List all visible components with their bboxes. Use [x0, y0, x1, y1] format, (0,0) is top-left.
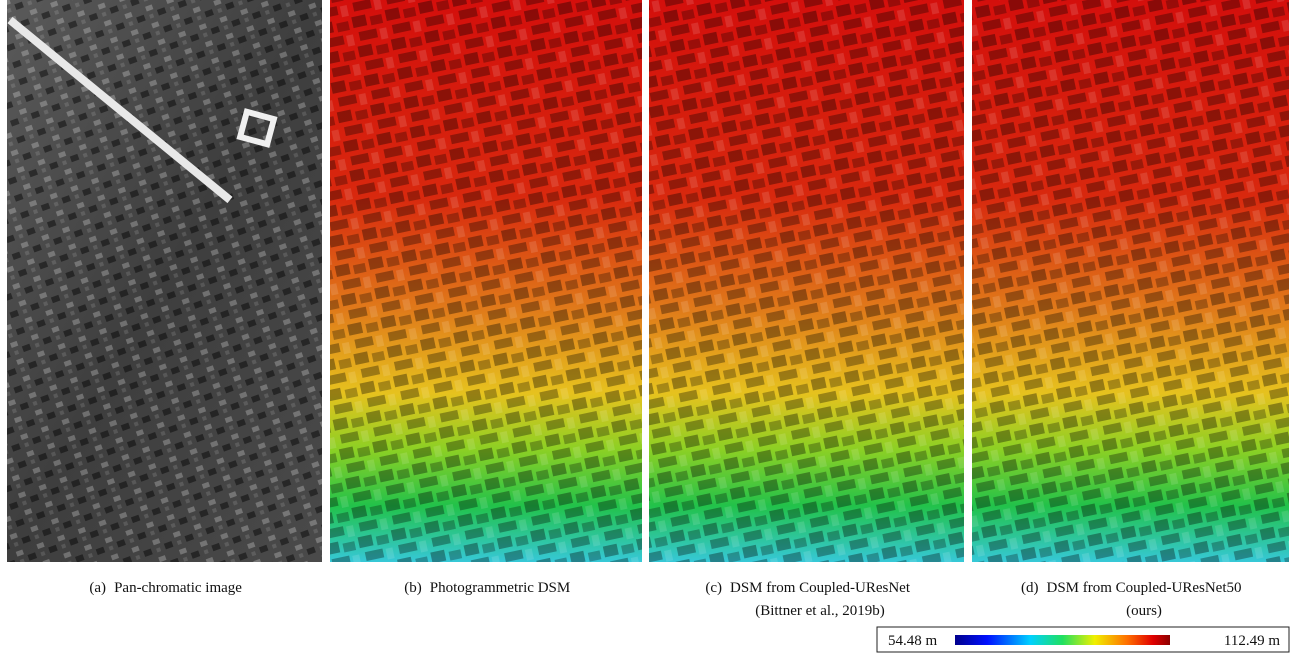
figure: Pan-chromatic image (a) Photogrammetric DS… — [0, 0, 1296, 653]
caption: Photogrammetric DSM — [430, 580, 570, 596]
panel-image — [7, 0, 322, 562]
caption: DSM from Coupled-UResNet50 — [1047, 580, 1242, 596]
colorbar-gradient — [955, 635, 1170, 645]
caption: (Bittner et al., 2019b) — [755, 603, 885, 619]
panel-label: (a) — [89, 580, 106, 596]
panel-image — [330, 0, 642, 562]
panel-label: (b) — [404, 580, 422, 596]
colorbar-min: 54.48 m — [888, 633, 938, 649]
captions: Pan-chromatic image (a) Photogrammetric DS… — [89, 580, 1241, 619]
caption: (ours) — [1126, 603, 1162, 619]
panel-image — [649, 0, 964, 562]
panel-label: (c) — [705, 580, 722, 596]
caption: DSM from Coupled-UResNet — [730, 580, 911, 596]
caption: Pan-chromatic image — [114, 580, 242, 596]
colorbar-max: 112.49 m — [1224, 633, 1280, 649]
panel-label: (d) — [1021, 580, 1039, 596]
panel-image — [972, 0, 1289, 562]
figure-canvas: Pan-chromatic image (a) Photogrammetric DS… — [0, 0, 1296, 653]
colorbar: 54.48 m 112.49 m — [877, 627, 1289, 652]
